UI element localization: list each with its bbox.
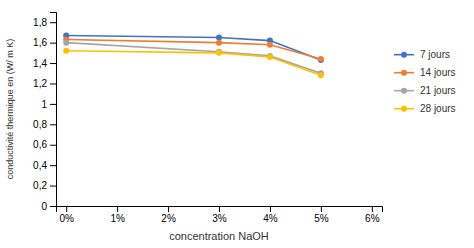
point: [318, 72, 324, 78]
series: [63, 48, 324, 79]
axis-line: [50, 13, 57, 207]
tick-label: 3%: [212, 213, 227, 224]
point: [216, 35, 222, 41]
legend-item: 21 jours: [394, 85, 456, 96]
tick-mark: [50, 43, 56, 44]
axis-line: [57, 207, 383, 213]
tick-mark: [321, 206, 322, 212]
point: [267, 42, 273, 48]
x-tick: 4%: [263, 206, 278, 224]
series: [63, 40, 324, 77]
tick-mark: [50, 22, 56, 23]
x-tick: 0%: [59, 206, 74, 224]
tick-label: 2%: [161, 213, 176, 224]
tick-mark: [117, 206, 118, 212]
tick-mark: [66, 206, 67, 212]
legend: 7 jours 14 jours 21 jours 28 jours: [394, 49, 456, 114]
tick-label: 4%: [263, 213, 278, 224]
y-axis: 0 0,2 0,4 0,6 0,8 1 1,2 1,4 1,6 1,8: [33, 13, 56, 212]
legend-item: 28 jours: [394, 103, 456, 114]
x-axis-title: concentration NaOH: [169, 230, 269, 242]
series: [63, 37, 324, 62]
point: [63, 48, 69, 54]
point: [63, 40, 69, 46]
tick-label: 1: [41, 99, 47, 110]
tick-label: 0,4: [33, 160, 47, 171]
line: [66, 51, 321, 76]
tick-mark: [270, 206, 271, 212]
tick-label: 0: [41, 201, 47, 212]
line: [66, 35, 321, 60]
tick-label: 1%: [110, 213, 125, 224]
tick-label: 5%: [314, 213, 329, 224]
legend-label: 28 jours: [420, 103, 456, 114]
tick-mark: [50, 104, 56, 105]
tick-mark: [50, 165, 56, 166]
legend-label: 7 jours: [420, 49, 450, 60]
legend-item: 7 jours: [394, 49, 450, 60]
tick-label: 6%: [365, 213, 380, 224]
y-tick: 1,6: [33, 37, 56, 48]
legend-label: 14 jours: [420, 67, 456, 78]
point: [216, 50, 222, 56]
y-tick: 0,4: [33, 160, 56, 171]
plot-area: 0% 1% 2% 3% 4% 5% 6% 0 0,2 0,4 0,6 0,8 1 1,2 1,4 1,6 1,8: [33, 13, 382, 225]
y-tick: 0: [41, 201, 56, 212]
x-tick: 1%: [110, 206, 125, 224]
legend-marker: [401, 70, 407, 76]
point: [216, 40, 222, 46]
tick-label: 0,8: [33, 119, 47, 130]
y-tick: 0,6: [33, 139, 56, 150]
tick-label: 0,6: [33, 139, 47, 150]
tick-mark: [372, 206, 373, 212]
tick-mark: [50, 145, 56, 146]
tick-mark: [50, 83, 56, 84]
x-axis: 0% 1% 2% 3% 4% 5% 6%: [57, 206, 383, 224]
legend-item: 14 jours: [394, 67, 456, 78]
point: [267, 54, 273, 60]
tick-mark: [50, 206, 56, 207]
tick-mark: [50, 63, 56, 64]
y-tick: 1,8: [33, 17, 56, 28]
series-group: [63, 32, 324, 78]
tick-label: 0,2: [33, 180, 47, 191]
legend-marker: [401, 106, 407, 112]
tick-label: 1,2: [33, 78, 47, 89]
chart: 0% 1% 2% 3% 4% 5% 6% 0 0,2 0,4 0,6 0,8 1 1,2 1,4 1,6 1,8…: [0, 0, 474, 248]
x-tick: 6%: [365, 206, 380, 224]
tick-mark: [50, 124, 56, 125]
x-tick: 5%: [314, 206, 329, 224]
y-tick: 0,8: [33, 119, 56, 130]
x-tick: 3%: [212, 206, 227, 224]
line: [66, 40, 321, 59]
legend-marker: [401, 52, 407, 58]
tick-mark: [168, 206, 169, 212]
legend-marker: [401, 88, 407, 94]
tick-mark: [50, 186, 56, 187]
tick-label: 1,8: [33, 17, 47, 28]
tick-label: 1,6: [33, 37, 47, 48]
tick-label: 1,4: [33, 58, 47, 69]
line: [66, 43, 321, 74]
legend-label: 21 jours: [420, 85, 456, 96]
y-axis-title: conductivité thermique en (W/ m K): [5, 39, 15, 180]
series: [63, 32, 324, 63]
x-tick: 2%: [161, 206, 176, 224]
tick-label: 0%: [59, 213, 74, 224]
y-tick: 1,2: [33, 78, 56, 89]
point: [318, 56, 324, 62]
y-tick: 1: [41, 99, 56, 110]
y-tick: 0,2: [33, 180, 56, 191]
tick-mark: [219, 206, 220, 212]
y-tick: 1,4: [33, 58, 56, 69]
